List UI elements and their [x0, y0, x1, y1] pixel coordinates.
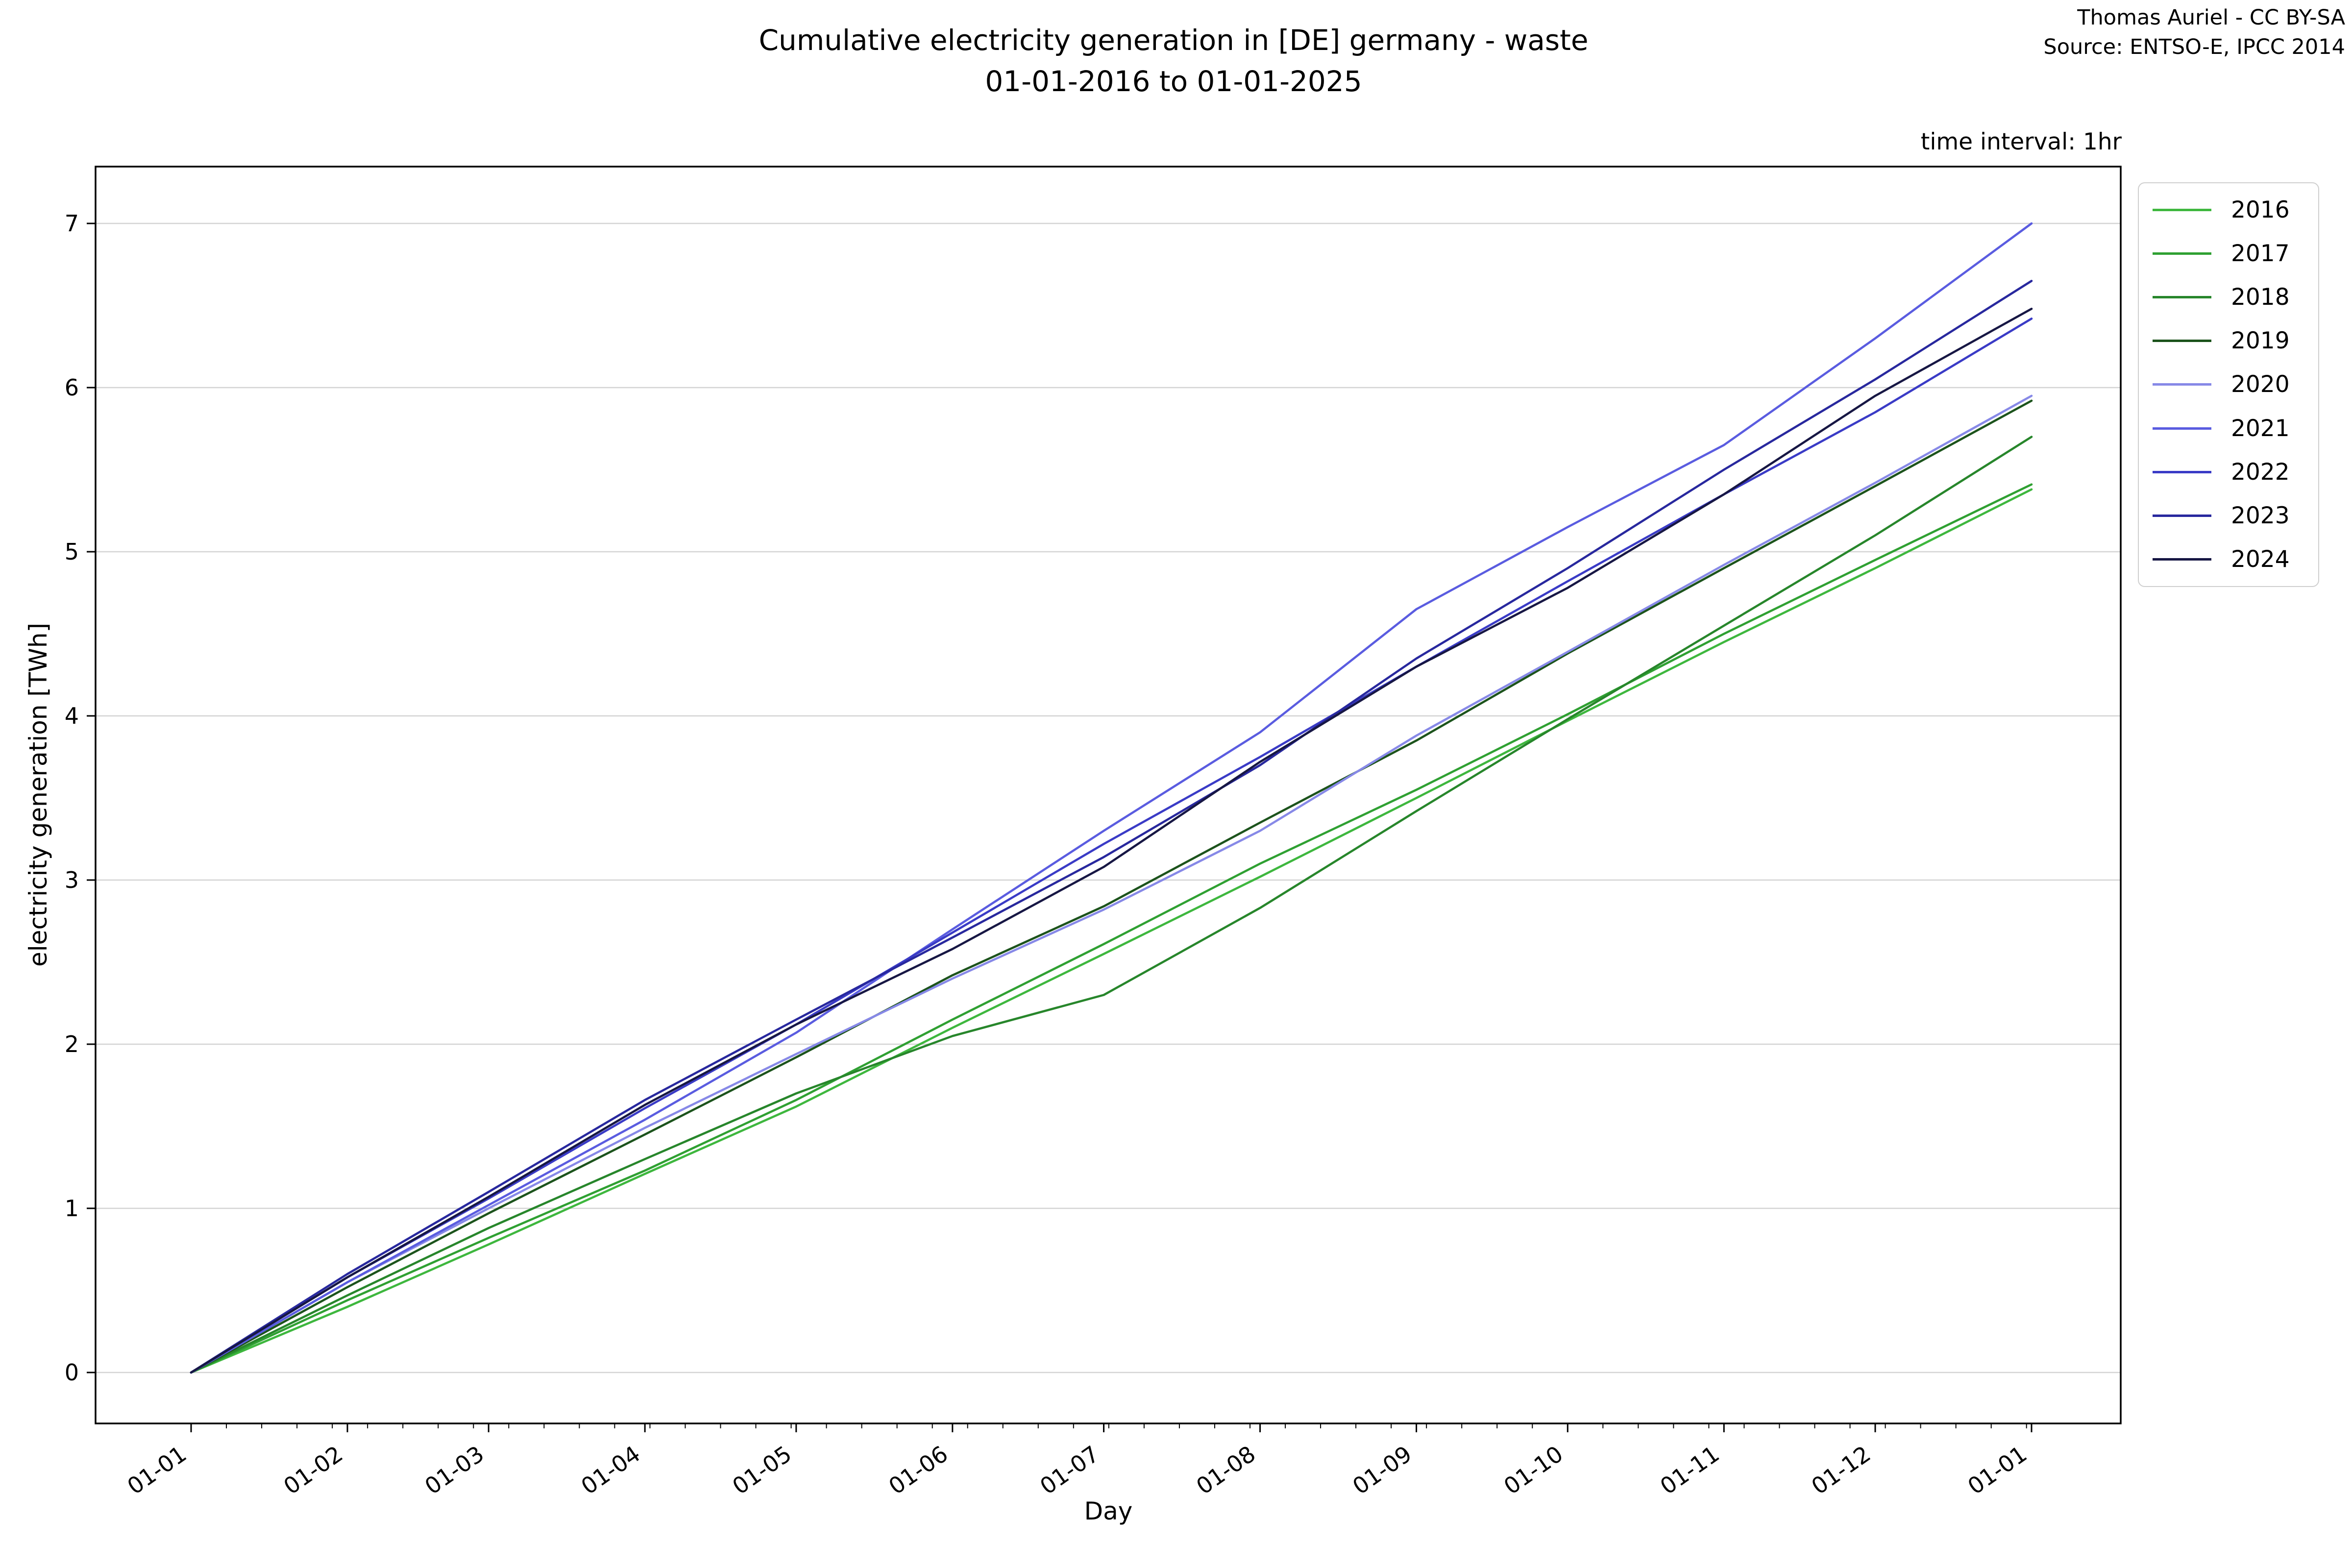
- legend-swatch-2022: [2153, 470, 2211, 473]
- time-interval-note: time interval: 1hr: [1920, 128, 2122, 155]
- x-tick-label-1: 01-02: [279, 1441, 347, 1500]
- legend-swatch-2016: [2153, 209, 2211, 212]
- x-tick-label-10: 01-11: [1655, 1441, 1724, 1500]
- legend-swatch-2019: [2153, 340, 2211, 343]
- legend-swatch-2023: [2153, 514, 2211, 517]
- y-tick-label-7: 7: [65, 210, 79, 237]
- attribution-author: Thomas Auriel - CC BY-SA: [2077, 5, 2345, 30]
- series-line-2022: [190, 318, 2033, 1374]
- legend-label-2018: 2018: [2231, 284, 2290, 311]
- legend-swatch-2018: [2153, 296, 2211, 299]
- legend-item-2016: 2016: [2153, 196, 2318, 223]
- x-axis-label: Day: [1084, 1497, 1133, 1525]
- y-tick-label-1: 1: [65, 1195, 79, 1222]
- series-line-2021: [190, 222, 2033, 1374]
- x-tick-label-3: 01-04: [576, 1441, 645, 1500]
- chart-title-line2: 01-01-2016 to 01-01-2025: [985, 65, 1362, 98]
- series-line-2020: [190, 394, 2033, 1374]
- legend-item-2020: 2020: [2153, 371, 2318, 398]
- y-tick-label-6: 6: [65, 374, 79, 401]
- x-tick-label-8: 01-09: [1348, 1441, 1416, 1500]
- series-line-2017: [190, 483, 2033, 1374]
- x-tick-label-6: 01-07: [1035, 1441, 1103, 1500]
- legend-label-2024: 2024: [2231, 545, 2290, 573]
- legend-item-2019: 2019: [2153, 327, 2318, 354]
- legend-item-2024: 2024: [2153, 546, 2318, 573]
- legend-swatch-2017: [2153, 252, 2211, 255]
- chart-title: Cumulative electricity generation in [DE…: [759, 20, 1588, 102]
- legend-label-2020: 2020: [2231, 371, 2290, 398]
- legend-label-2021: 2021: [2231, 415, 2290, 442]
- y-tick-label-5: 5: [65, 539, 79, 565]
- attribution-source: Source: ENTSO-E, IPCC 2014: [2043, 35, 2345, 60]
- legend: 2016 2017 2018 2019 2020 2021 2022 2023 2024: [2138, 182, 2319, 587]
- legend-label-2022: 2022: [2231, 458, 2290, 486]
- legend-label-2017: 2017: [2231, 240, 2290, 268]
- chart-title-line1: Cumulative electricity generation in [DE…: [759, 24, 1589, 57]
- x-tick-label-4: 01-05: [728, 1441, 796, 1500]
- y-axis-label: electricity generation [TWh]: [24, 623, 52, 967]
- x-tick-label-7: 01-08: [1191, 1441, 1260, 1500]
- legend-item-2023: 2023: [2153, 502, 2318, 529]
- legend-item-2021: 2021: [2153, 415, 2318, 442]
- attribution: Thomas Auriel - CC BY-SA Source: ENTSO-E…: [2043, 3, 2345, 62]
- plot-border: [95, 166, 2122, 1424]
- legend-swatch-2021: [2153, 427, 2211, 430]
- series-line-2024: [190, 307, 2033, 1374]
- x-tick-label-0: 01-01: [122, 1441, 191, 1500]
- legend-label-2016: 2016: [2231, 196, 2290, 224]
- legend-label-2019: 2019: [2231, 327, 2290, 355]
- y-tick-label-0: 0: [65, 1359, 79, 1386]
- legend-swatch-2020: [2153, 383, 2211, 386]
- legend-item-2018: 2018: [2153, 284, 2318, 311]
- x-tick-label-9: 01-10: [1499, 1441, 1568, 1500]
- x-tick-label-2: 01-03: [420, 1441, 489, 1500]
- legend-item-2017: 2017: [2153, 240, 2318, 267]
- legend-label-2023: 2023: [2231, 502, 2290, 529]
- series-line-2019: [190, 399, 2033, 1374]
- series-line-2023: [190, 280, 2033, 1374]
- legend-swatch-2024: [2153, 558, 2211, 561]
- x-tick-label-12: 01-01: [1963, 1441, 2032, 1500]
- x-tick-label-11: 01-12: [1807, 1441, 1875, 1500]
- series-line-2018: [190, 436, 2033, 1374]
- y-tick-label-3: 3: [65, 867, 79, 893]
- y-tick-label-2: 2: [65, 1031, 79, 1057]
- series-line-2016: [190, 488, 2033, 1374]
- y-tick-label-4: 4: [65, 703, 79, 729]
- legend-item-2022: 2022: [2153, 459, 2318, 486]
- x-tick-label-5: 01-06: [884, 1441, 953, 1500]
